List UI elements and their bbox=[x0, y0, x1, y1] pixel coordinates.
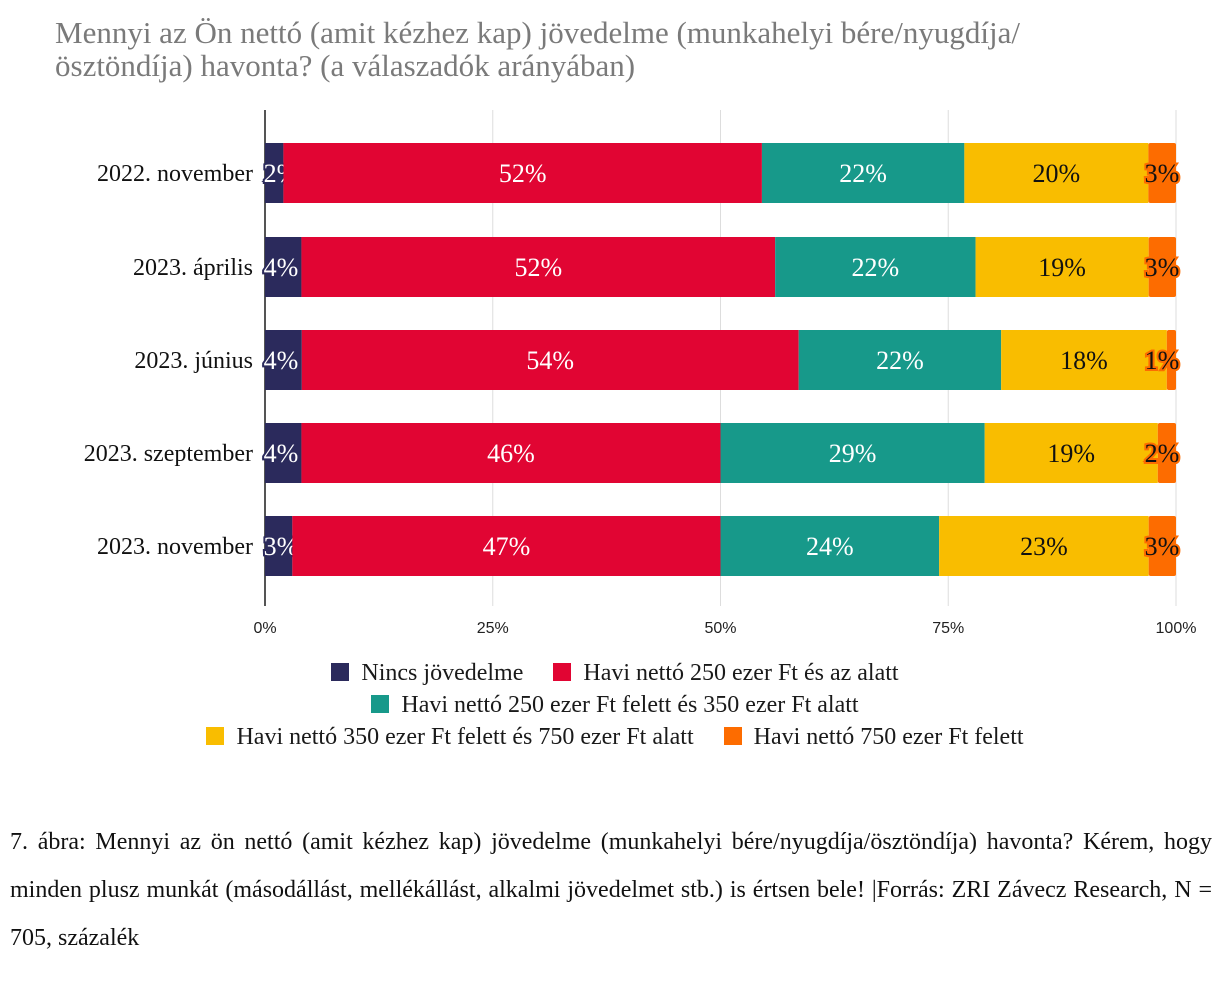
data-label: 19% bbox=[1047, 439, 1095, 468]
legend-row-1: Nincs jövedelme Havi nettó 250 ezer Ft é… bbox=[0, 660, 1230, 687]
bar-segment bbox=[265, 237, 302, 297]
category-label: 2023. június bbox=[134, 348, 253, 374]
data-label: 22% bbox=[839, 159, 887, 188]
bar-segment bbox=[265, 516, 293, 576]
bar-segment bbox=[720, 423, 985, 483]
bar-segment bbox=[964, 143, 1149, 203]
data-label: 46% bbox=[487, 439, 535, 468]
bar-segment bbox=[775, 237, 976, 297]
data-label: 20% bbox=[1033, 159, 1081, 188]
bar-segment bbox=[301, 237, 776, 297]
legend-swatch bbox=[331, 663, 350, 681]
legend-item: Havi nettó 250 ezer Ft felett és 350 eze… bbox=[371, 692, 859, 719]
data-label: 2% bbox=[1145, 439, 1180, 468]
bar-segment bbox=[975, 237, 1149, 297]
bar-segment bbox=[1148, 516, 1176, 576]
bar-segment bbox=[798, 330, 1002, 390]
legend-swatch bbox=[553, 663, 572, 681]
stacked-bar-chart: 0% 25% 50% 75% 100% 2022. november 2% 52% 22% 20%… bbox=[84, 110, 1197, 637]
legend-item: Havi nettó 350 ezer Ft felett és 750 eze… bbox=[206, 724, 694, 751]
x-tick-label: 100% bbox=[1156, 620, 1197, 637]
data-label: 18% bbox=[1060, 346, 1108, 375]
legend-row-2: Havi nettó 250 ezer Ft felett és 350 eze… bbox=[0, 692, 1230, 719]
legend-label: Nincs jövedelme bbox=[361, 660, 524, 686]
data-label: 23% bbox=[1020, 532, 1068, 561]
bar-segment bbox=[265, 330, 302, 390]
bar-segment bbox=[720, 516, 940, 576]
data-label: 47% bbox=[483, 532, 531, 561]
legend-label: Havi nettó 250 ezer Ft felett és 350 eze… bbox=[401, 692, 859, 718]
bar-segment bbox=[301, 423, 721, 483]
bar-segment bbox=[292, 516, 721, 576]
x-tick-label: 75% bbox=[932, 620, 964, 637]
data-label: 24% bbox=[806, 532, 854, 561]
x-tick-label: 0% bbox=[253, 620, 276, 637]
category-label: 2023. április bbox=[133, 255, 253, 281]
bar-segment bbox=[1001, 330, 1167, 390]
bar-segment bbox=[939, 516, 1149, 576]
bar-segment bbox=[301, 330, 799, 390]
bar-segment bbox=[761, 143, 965, 203]
bar-segment bbox=[984, 423, 1158, 483]
legend-swatch bbox=[206, 727, 225, 745]
data-label: 54% bbox=[526, 346, 574, 375]
legend-item: Havi nettó 750 ezer Ft felett bbox=[723, 724, 1024, 751]
data-label: 29% bbox=[829, 439, 877, 468]
bar-segment bbox=[265, 423, 302, 483]
bar-segment bbox=[1166, 330, 1176, 390]
data-label: 22% bbox=[852, 253, 900, 282]
legend-label: Havi nettó 250 ezer Ft és az alatt bbox=[583, 660, 899, 686]
bar-segment bbox=[283, 143, 762, 203]
bar-segment bbox=[1157, 423, 1176, 483]
category-label: 2022. november bbox=[97, 161, 253, 187]
x-tick-label: 25% bbox=[477, 620, 509, 637]
category-label: 2023. szeptember bbox=[84, 441, 253, 467]
figure-caption: 7. ábra: Mennyi az ön nettó (amit kézhez… bbox=[10, 829, 1212, 951]
legend-label: Havi nettó 350 ezer Ft felett és 750 eze… bbox=[236, 724, 694, 750]
legend-item: Nincs jövedelme bbox=[331, 660, 523, 687]
data-label: 52% bbox=[514, 253, 562, 282]
data-label: 4% bbox=[264, 439, 299, 468]
legend-swatch bbox=[723, 727, 742, 745]
bar-segment bbox=[1148, 143, 1176, 203]
data-label: 3% bbox=[1145, 253, 1180, 282]
data-label: 22% bbox=[876, 346, 924, 375]
data-label: 4% bbox=[264, 346, 299, 375]
x-tick-label: 50% bbox=[704, 620, 736, 637]
data-label: 3% bbox=[1145, 532, 1180, 561]
legend-swatch bbox=[371, 695, 390, 713]
legend-item: Havi nettó 250 ezer Ft és az alatt bbox=[553, 660, 899, 687]
category-label: 2023. november bbox=[97, 534, 253, 560]
legend-label: Havi nettó 750 ezer Ft felett bbox=[753, 724, 1024, 750]
bar-segment bbox=[265, 143, 284, 203]
data-label: 4% bbox=[264, 253, 299, 282]
data-label: 3% bbox=[1145, 159, 1180, 188]
data-label: 19% bbox=[1038, 253, 1086, 282]
legend-row-3: Havi nettó 350 ezer Ft felett és 750 eze… bbox=[0, 724, 1230, 751]
chart-title: Mennyi az Ön nettó (amit kézhez kap) jöv… bbox=[55, 15, 1020, 83]
data-label: 1% bbox=[1145, 346, 1180, 375]
bar-segment bbox=[1148, 237, 1176, 297]
data-label: 52% bbox=[499, 159, 547, 188]
